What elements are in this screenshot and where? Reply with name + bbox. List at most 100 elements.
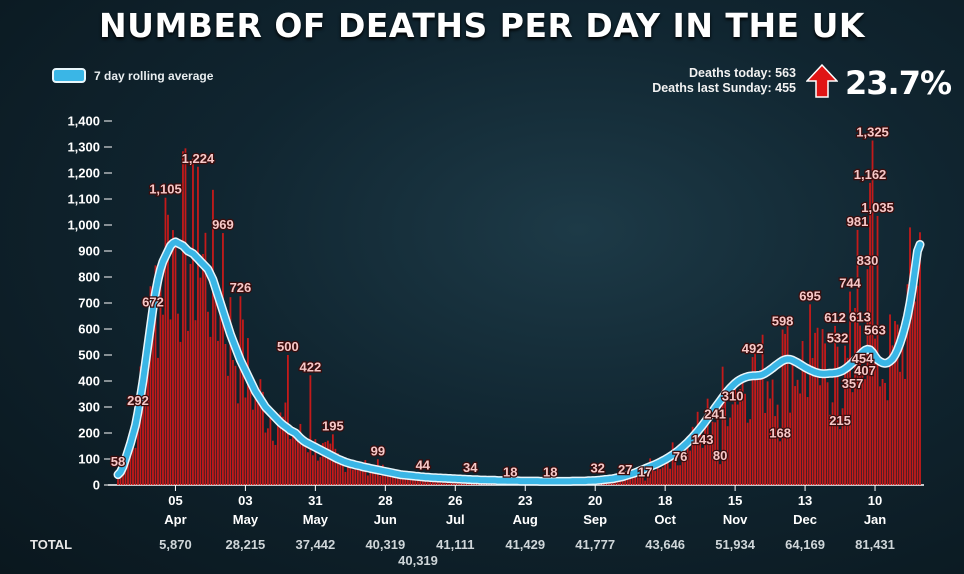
bar	[629, 474, 632, 485]
bar	[259, 379, 262, 485]
bar	[886, 400, 889, 485]
bar-value-label: 407	[854, 363, 876, 378]
bar	[744, 393, 747, 485]
bar	[344, 471, 347, 485]
bar	[374, 470, 377, 485]
bar	[394, 477, 397, 485]
y-tick-label: 900	[78, 244, 100, 259]
bar	[291, 434, 294, 485]
y-tick-label: 400	[78, 374, 100, 389]
bar-value-label: 195	[322, 418, 344, 433]
bar	[301, 442, 304, 485]
bar	[209, 336, 212, 485]
bar	[639, 476, 642, 485]
bar	[404, 479, 407, 485]
bar	[806, 397, 809, 485]
bar	[426, 479, 429, 485]
bar	[289, 439, 292, 485]
bar	[691, 426, 694, 485]
bar	[686, 436, 689, 485]
bar	[854, 308, 856, 485]
bar	[449, 481, 452, 485]
bar	[851, 392, 854, 485]
bar	[267, 428, 269, 485]
bar	[656, 459, 659, 485]
bar	[431, 480, 434, 485]
bar	[669, 468, 672, 485]
y-tick-label: 200	[78, 426, 100, 441]
bar	[876, 215, 879, 485]
bar	[869, 182, 871, 485]
bar	[636, 469, 639, 485]
bar	[676, 465, 679, 485]
bar	[841, 408, 844, 485]
x-tick-month: Apr	[164, 512, 186, 527]
bar	[316, 460, 319, 485]
bar	[824, 343, 826, 485]
bar	[746, 422, 749, 485]
bar-value-label: 241	[704, 406, 726, 421]
bar	[361, 470, 364, 485]
bar	[839, 429, 841, 485]
bar	[809, 304, 811, 485]
y-tick-label: 800	[78, 270, 100, 285]
bar	[666, 462, 669, 485]
bar	[709, 435, 712, 485]
bar	[916, 285, 919, 485]
bar-value-label: 58	[111, 454, 125, 469]
total-value: 40,319	[365, 537, 406, 552]
bar	[284, 402, 287, 485]
bar	[659, 468, 662, 485]
bar	[836, 346, 839, 485]
bar	[247, 338, 249, 485]
bar	[222, 233, 224, 485]
bar	[794, 386, 796, 485]
rolling-average-line-path	[115, 238, 923, 485]
bar	[227, 375, 229, 485]
bar	[202, 253, 204, 485]
bar	[909, 227, 911, 485]
bar	[237, 403, 239, 485]
bar	[829, 414, 831, 485]
bar	[204, 232, 207, 485]
bar	[849, 291, 851, 485]
bar-value-label: 981	[847, 214, 869, 229]
bar	[174, 244, 177, 485]
bar	[124, 467, 127, 485]
bar	[137, 409, 139, 485]
bar-value-label: 27	[618, 462, 632, 477]
bar	[894, 321, 896, 485]
bar	[651, 462, 654, 485]
bar	[207, 311, 209, 485]
bar	[814, 332, 816, 485]
bar	[336, 453, 339, 485]
y-tick-label: 1,400	[67, 114, 100, 129]
bar	[644, 480, 647, 485]
bar	[359, 461, 362, 485]
bar-value-label: 310	[722, 388, 744, 403]
bar-value-label: 563	[864, 323, 886, 338]
bar-value-label: 80	[713, 448, 727, 463]
bar-value-label: 612	[824, 310, 846, 325]
x-tick-month: Dec	[793, 512, 817, 527]
y-tick-label: 1,300	[67, 140, 100, 155]
bar	[816, 327, 819, 485]
bar	[132, 434, 134, 485]
bar-value-label: 969	[212, 217, 234, 232]
total-value: 41,777	[575, 537, 616, 552]
bar	[649, 458, 652, 485]
bar	[784, 333, 786, 485]
bar-value-label: 18	[543, 464, 557, 479]
bar-value-label: 32	[590, 461, 604, 476]
x-tick-month: Jun	[374, 512, 397, 527]
bar-value-label: 726	[230, 280, 252, 295]
total-value: 28,215	[225, 537, 266, 552]
bar	[127, 458, 129, 485]
x-tick-day: 23	[518, 493, 532, 508]
bar	[214, 297, 217, 485]
bar	[371, 467, 374, 485]
legend-swatch	[52, 68, 86, 83]
total-value: 5,870	[159, 537, 192, 552]
bar-value-label: 744	[839, 276, 861, 291]
total-extra: 40,319	[398, 553, 438, 568]
